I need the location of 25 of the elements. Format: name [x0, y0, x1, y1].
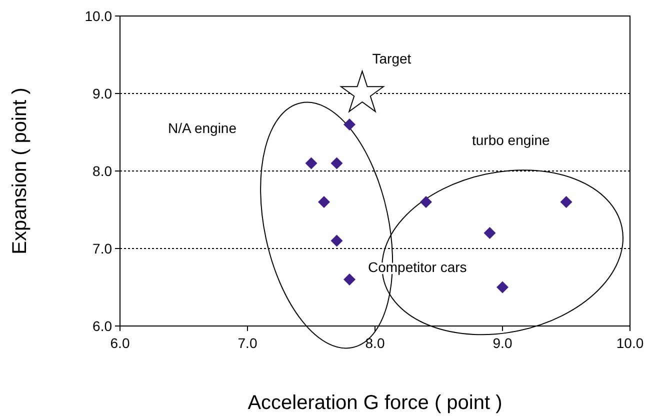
- point: [560, 196, 572, 208]
- point: [344, 118, 356, 130]
- point: [420, 196, 432, 208]
- y-tick-label: 8.0: [92, 162, 112, 179]
- point: [484, 227, 496, 239]
- x-tick-label: 9.0: [492, 335, 512, 351]
- point: [344, 274, 356, 286]
- y-tick-label: 9.0: [92, 85, 112, 102]
- annotation: turbo engine: [472, 132, 550, 148]
- point: [496, 281, 508, 294]
- y-tick-label: 7.0: [92, 240, 112, 256]
- x-tick-label: 8.0: [365, 335, 385, 351]
- y-tick-label: 10.0: [84, 8, 112, 24]
- y-tick-label: 6.0: [92, 318, 112, 334]
- point: [318, 196, 330, 208]
- annotation: N/A engine: [168, 120, 237, 136]
- x-tick-label: 10.0: [616, 335, 644, 351]
- y-axis-title: Expansion ( point ): [9, 88, 31, 254]
- point: [330, 157, 343, 170]
- x-tick-label: 7.0: [238, 335, 258, 351]
- x-tick-label: 6.0: [110, 335, 130, 351]
- x-axis-title: Acceleration G force ( point ): [248, 392, 502, 414]
- point: [330, 234, 343, 247]
- point: [305, 157, 318, 170]
- annotation: Target: [372, 50, 412, 66]
